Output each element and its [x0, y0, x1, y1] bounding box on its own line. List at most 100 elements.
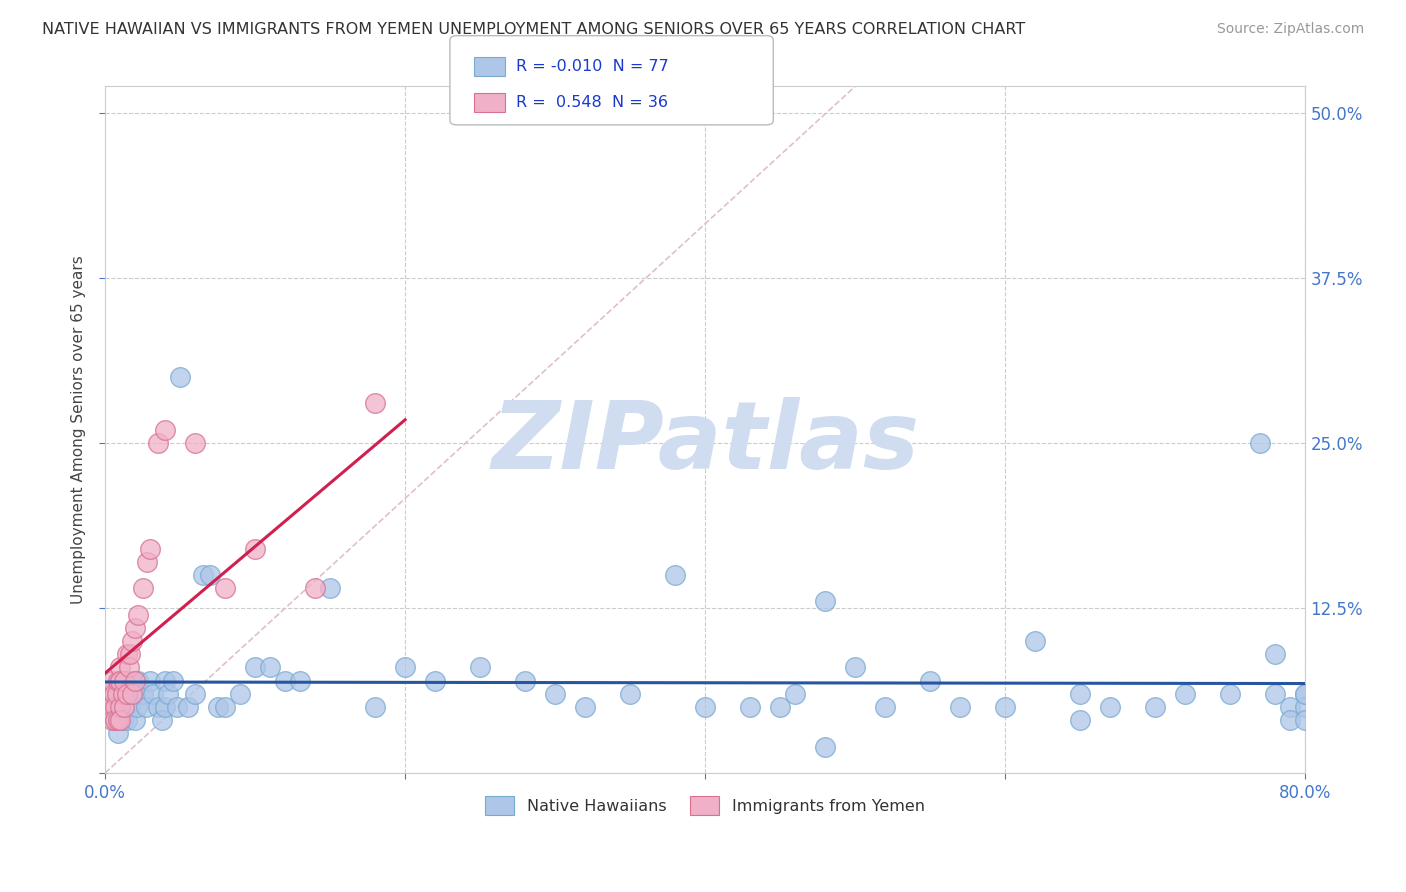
Point	[131, 687, 153, 701]
Point	[131, 581, 153, 595]
Point	[544, 687, 567, 701]
Point	[117, 647, 139, 661]
Point	[127, 607, 149, 622]
Point	[184, 436, 207, 450]
Point	[184, 687, 207, 701]
Point	[814, 594, 837, 608]
Point	[111, 687, 134, 701]
Point	[785, 687, 807, 701]
Point	[118, 687, 141, 701]
Point	[124, 673, 146, 688]
Point	[198, 568, 221, 582]
Text: Source: ZipAtlas.com: Source: ZipAtlas.com	[1216, 22, 1364, 37]
Point	[108, 673, 131, 688]
Point	[150, 713, 173, 727]
Point	[101, 713, 124, 727]
Text: R =  0.548  N = 36: R = 0.548 N = 36	[516, 95, 668, 110]
Point	[1249, 436, 1271, 450]
Point	[844, 660, 866, 674]
Legend: Native Hawaiians, Immigrants from Yemen: Native Hawaiians, Immigrants from Yemen	[478, 788, 934, 823]
Point	[423, 673, 446, 688]
Point	[104, 700, 127, 714]
Point	[814, 739, 837, 754]
Point	[1264, 647, 1286, 661]
Point	[1294, 700, 1316, 714]
Point	[949, 700, 972, 714]
Point	[101, 673, 124, 688]
Point	[103, 687, 125, 701]
Point	[319, 581, 342, 595]
Point	[364, 396, 387, 410]
Point	[101, 700, 124, 714]
Point	[740, 700, 762, 714]
Point	[108, 673, 131, 688]
Point	[142, 687, 165, 701]
Point	[107, 673, 129, 688]
Text: NATIVE HAWAIIAN VS IMMIGRANTS FROM YEMEN UNEMPLOYMENT AMONG SENIORS OVER 65 YEAR: NATIVE HAWAIIAN VS IMMIGRANTS FROM YEMEN…	[42, 22, 1025, 37]
Point	[108, 700, 131, 714]
Point	[104, 713, 127, 727]
Point	[153, 673, 176, 688]
Point	[117, 713, 139, 727]
Point	[1069, 713, 1091, 727]
Point	[117, 700, 139, 714]
Point	[1069, 687, 1091, 701]
Point	[107, 713, 129, 727]
Point	[105, 687, 128, 701]
Point	[124, 687, 146, 701]
Point	[134, 700, 156, 714]
Point	[146, 436, 169, 450]
Point	[108, 713, 131, 727]
Point	[136, 555, 159, 569]
Point	[191, 568, 214, 582]
Point	[107, 726, 129, 740]
Point	[1144, 700, 1167, 714]
Point	[695, 700, 717, 714]
Point	[166, 700, 188, 714]
Point	[124, 713, 146, 727]
Point	[139, 673, 162, 688]
Point	[468, 660, 491, 674]
Point	[1099, 700, 1122, 714]
Point	[994, 700, 1017, 714]
Text: ZIPatlas: ZIPatlas	[491, 398, 920, 490]
Point	[1279, 713, 1302, 727]
Point	[274, 673, 297, 688]
Point	[124, 621, 146, 635]
Point	[156, 687, 179, 701]
Point	[105, 687, 128, 701]
Point	[243, 541, 266, 556]
Point	[920, 673, 942, 688]
Point	[394, 660, 416, 674]
Point	[288, 673, 311, 688]
Point	[1279, 700, 1302, 714]
Point	[146, 700, 169, 714]
Point	[875, 700, 897, 714]
Point	[304, 581, 326, 595]
Point	[98, 687, 121, 701]
Point	[513, 673, 536, 688]
Point	[214, 581, 236, 595]
Point	[153, 700, 176, 714]
Point	[139, 541, 162, 556]
Point	[114, 700, 136, 714]
Point	[169, 370, 191, 384]
Point	[127, 673, 149, 688]
Point	[114, 687, 136, 701]
Point	[364, 700, 387, 714]
Point	[1174, 687, 1197, 701]
Point	[117, 687, 139, 701]
Point	[120, 647, 142, 661]
Point	[1294, 687, 1316, 701]
Point	[118, 660, 141, 674]
Point	[1024, 634, 1046, 648]
Point	[207, 700, 229, 714]
Point	[153, 423, 176, 437]
Point	[121, 687, 143, 701]
Point	[121, 673, 143, 688]
Point	[108, 700, 131, 714]
Point	[229, 687, 252, 701]
Point	[162, 673, 184, 688]
Point	[111, 713, 134, 727]
Point	[1294, 713, 1316, 727]
